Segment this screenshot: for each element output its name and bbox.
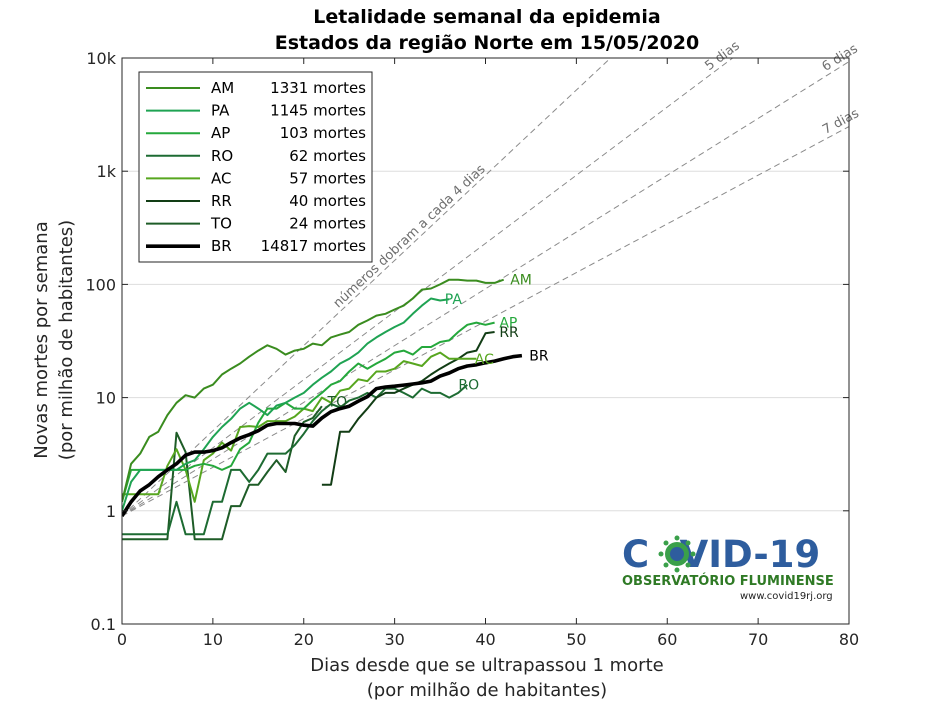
- x-tick-label: 70: [748, 630, 768, 649]
- y-tick-label: 10: [96, 389, 116, 408]
- series-line-rr: [321, 331, 495, 486]
- y-axis-sublabel: (por milhão de habitantes): [56, 220, 77, 460]
- legend-series-name: PA: [211, 102, 230, 120]
- series-label-br: BR: [529, 349, 549, 365]
- x-tick-label: 0: [117, 630, 127, 649]
- legend-series-deaths: 14817 mortes: [261, 237, 367, 255]
- x-axis-sublabel: (por milhão de habitantes): [367, 680, 607, 701]
- series-label-rr: RR: [499, 325, 519, 341]
- x-tick-label: 10: [203, 630, 223, 649]
- virus-icon: [658, 535, 696, 573]
- legend-series-name: TO: [210, 215, 232, 233]
- series-line-to: [122, 405, 323, 541]
- series-label-am: AM: [510, 273, 532, 289]
- series-line-br: [122, 353, 523, 517]
- covid19-logo: COVID-19 OBSERVATÓRIO FLUMINENSE www.cov…: [622, 533, 834, 602]
- legend-series-deaths: 103 mortes: [280, 124, 366, 142]
- legend-series-name: RO: [211, 147, 233, 165]
- doubling-guides: [122, 58, 849, 517]
- x-tick-label: 40: [475, 630, 495, 649]
- legend: AM 1331 mortes PA 1145 mortes AP 103 mortes RO…: [138, 71, 373, 263]
- legend-series-name: RR: [211, 192, 232, 210]
- legend-series-deaths: 40 mortes: [289, 192, 366, 210]
- series-label-ap: AP: [499, 316, 517, 332]
- x-tick-label: 20: [294, 630, 314, 649]
- series-label-pa: PA: [445, 292, 463, 308]
- series-line-pa: [122, 297, 450, 512]
- series-label-ac: AC: [475, 352, 494, 368]
- legend-series-deaths: 57 mortes: [289, 169, 366, 187]
- x-tick-label: 30: [384, 630, 404, 649]
- series-lines: [122, 278, 523, 541]
- y-tick-label: 10k: [86, 49, 116, 68]
- legend-series-name: AP: [211, 124, 230, 142]
- y-axis-label: Novas mortes por semana: [31, 221, 52, 458]
- legend-series-name: BR: [211, 237, 232, 255]
- doubling-guide-line: [122, 126, 849, 517]
- y-tick-label: 0.1: [91, 615, 116, 634]
- y-axis-ticks: 0.1 1 10 100 1k 10k: [85, 49, 849, 634]
- doubling-guide-line: [122, 58, 733, 517]
- x-tick-label: 80: [839, 630, 859, 649]
- series-label-ro: RO: [458, 378, 479, 394]
- y-tick-label: 1k: [97, 162, 117, 181]
- series-line-ap: [122, 321, 495, 503]
- y-tick-label: 100: [85, 275, 116, 294]
- legend-series-deaths: 62 mortes: [289, 147, 366, 165]
- x-tick-label: 50: [566, 630, 586, 649]
- logo-subtitle: OBSERVATÓRIO FLUMINENSE: [622, 573, 834, 589]
- legend-series-name: AC: [211, 169, 231, 187]
- x-axis-label: Dias desde que se ultrapassou 1 morte: [310, 655, 663, 676]
- legend-series-deaths: 1145 mortes: [270, 102, 366, 120]
- logo-title: COVID-19: [622, 533, 820, 576]
- x-tick-label: 60: [657, 630, 677, 649]
- logo-url: www.covid19rj.org: [740, 591, 833, 602]
- legend-series-name: AM: [211, 79, 234, 97]
- y-tick-label: 1: [106, 502, 116, 521]
- x-axis-ticks: 0 10 20 30 40 50 60 70 80: [117, 58, 859, 649]
- chart-title: Letalidade semanal da epidemia: [313, 6, 660, 28]
- doubling-guide-line: [122, 58, 611, 517]
- series-line-ro: [122, 383, 468, 536]
- legend-series-deaths: 1331 mortes: [270, 79, 366, 97]
- legend-box: [138, 71, 373, 263]
- legend-series-deaths: 24 mortes: [289, 215, 366, 233]
- series-end-labels: AM PA AP RO AC RR TO BR: [327, 273, 549, 411]
- chart-subtitle: Estados da região Norte em 15/05/2020: [275, 32, 700, 54]
- series-label-to: TO: [327, 395, 348, 411]
- series-line-am: [122, 278, 505, 503]
- doubling-guide-line: [122, 61, 849, 517]
